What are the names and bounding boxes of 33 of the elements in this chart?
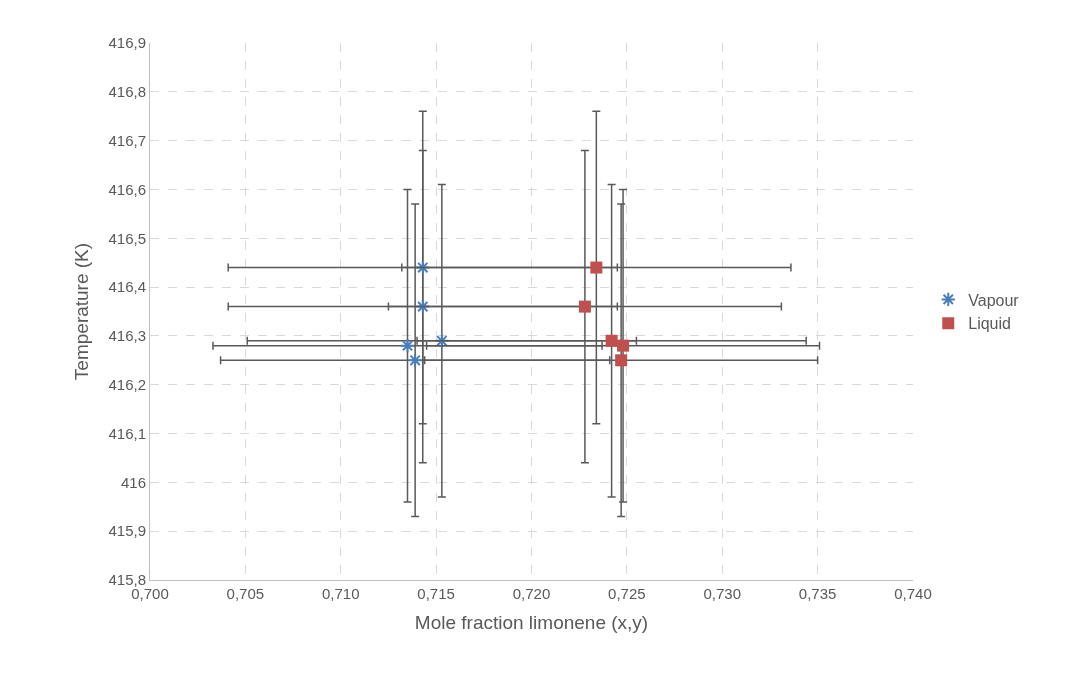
y-tick-label: 416,5 — [108, 229, 146, 247]
point — [407, 352, 423, 368]
y-tick-label: 416,2 — [108, 375, 146, 393]
x-tick-label: 0,725 — [608, 585, 646, 602]
x-tick-label: 0,715 — [417, 585, 455, 602]
x-tick-label: 0,740 — [894, 585, 932, 602]
y-tick-label: 416,7 — [108, 131, 146, 149]
point — [590, 261, 603, 274]
point — [615, 354, 628, 367]
point — [578, 300, 591, 313]
y-tick-label: 415,9 — [108, 522, 146, 540]
point — [415, 299, 431, 315]
y-axis-title: Temperature (K) — [71, 242, 93, 381]
point — [399, 338, 416, 354]
x-axis-title: Mole fraction limonene (x,y) — [414, 611, 649, 633]
x-tick-label: 0,710 — [321, 585, 360, 602]
point — [605, 334, 618, 347]
y-tick-label: 416,1 — [108, 424, 146, 442]
y-tick-label: 416,9 — [108, 34, 146, 52]
y-tick-label: 416,8 — [108, 83, 146, 101]
legend-label: Vapour — [968, 291, 1020, 309]
x-tick-label: 0,720 — [512, 585, 551, 602]
x-tick-label: 0,705 — [226, 585, 265, 602]
point — [617, 339, 630, 352]
y-tick-label: 416,6 — [108, 180, 146, 198]
y-tick-label: 416,3 — [108, 327, 146, 345]
y-tick-label: 416,4 — [108, 278, 146, 296]
y-tick-label: 416 — [120, 473, 146, 491]
legend-label: Liquid — [968, 315, 1011, 333]
x-tick-label: 0,735 — [798, 585, 837, 602]
point — [434, 333, 450, 349]
x-tick-label: 0,730 — [703, 585, 742, 602]
point — [415, 259, 431, 276]
